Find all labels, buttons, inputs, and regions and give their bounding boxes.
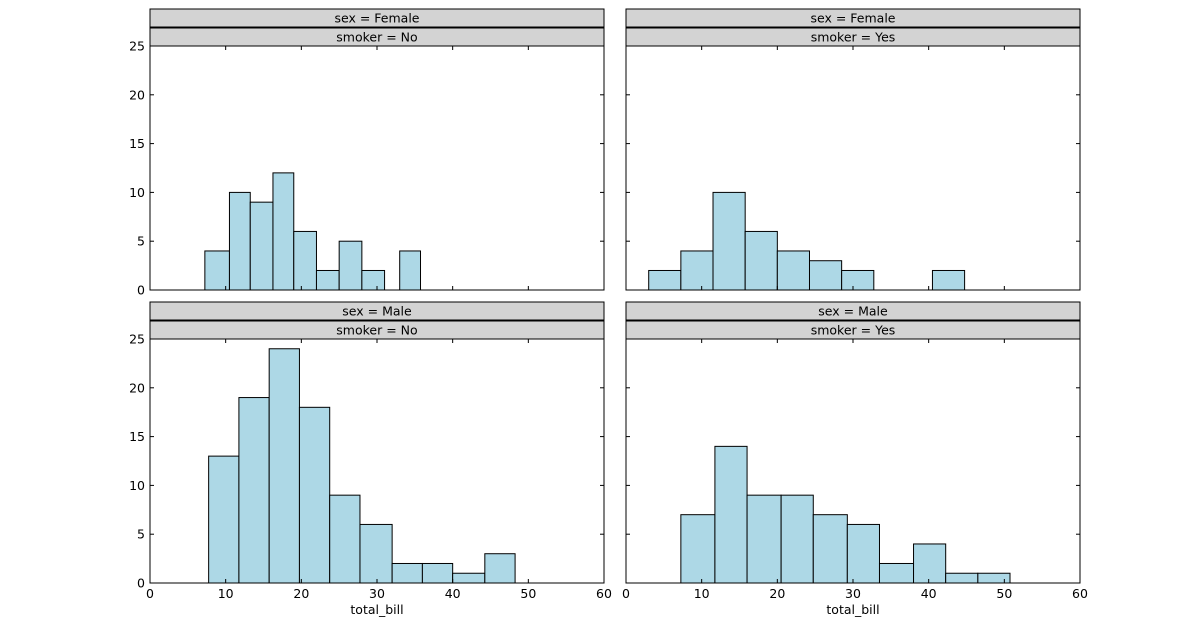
y-tick-label: 10 [129,185,145,200]
y-tick-label: 0 [137,576,145,591]
facet-header-label: sex = Male [342,304,412,319]
facet-panel-4: sex = Male smoker = Yes 0 10 20 30 40 50 60 total… [622,301,1088,617]
histogram-bar [648,269,682,291]
histogram-bar [359,523,393,584]
facet-header-label: sex = Male [818,304,888,319]
x-axis-label: total_bill [826,602,879,617]
facet-header-label: smoker = Yes [811,30,896,45]
histogram-bar [204,250,230,291]
facet-header-sex [149,301,605,321]
histogram-bar [228,191,251,291]
x-tick-label: 60 [596,586,612,601]
histogram-bar [293,230,317,291]
facet-header-label: sex = Female [811,11,896,26]
histogram-bar [878,562,915,584]
x-tick-label: 20 [293,586,309,601]
histogram-bar [238,397,270,584]
histogram-bar [776,250,810,291]
histogram-bar [841,269,875,291]
histogram-bar [812,514,848,584]
facet-header-label: sex = Female [335,11,420,26]
facet-panel-2: sex = Female smoker = Yes [625,8,1081,291]
y-tick-label: 15 [129,429,145,444]
facet-header-label: smoker = No [336,323,417,338]
histogram-bar [361,269,386,291]
histogram-bar [421,562,454,584]
x-tick-label: 0 [622,586,630,601]
histogram-bar [846,523,880,584]
histogram-bar [272,172,295,291]
facet-header-label: smoker = Yes [811,323,896,338]
histogram-bar [744,230,778,291]
x-axis-label: total_bill [350,602,403,617]
histogram-bar [338,240,363,291]
histogram-bar [931,269,966,291]
x-tick-label: 60 [1072,586,1088,601]
x-tick-label: 0 [146,586,154,601]
histogram-bar [399,250,422,291]
facet-header-sex [625,8,1081,28]
histogram-bar [484,553,516,584]
y-tick-label: 0 [137,283,145,298]
histogram-bar [329,494,361,584]
facet-header-sex [149,8,605,28]
histogram-bar [712,191,746,291]
y-tick-label: 15 [129,136,145,151]
y-tick-label: 5 [137,234,145,249]
x-tick-label: 10 [694,586,710,601]
histogram-bar [913,543,947,584]
facet-panel-1: sex = Female smoker = No 0 5 10 15 20 25 [129,8,605,298]
y-tick-label: 20 [129,380,145,395]
histogram-bar [977,572,1011,584]
histogram-bar [714,445,748,584]
x-tick-label: 40 [921,586,937,601]
x-tick-label: 20 [769,586,785,601]
histogram-bar [452,572,486,584]
facet-panel-3: sex = Male smoker = No 0 5 10 15 20 25 0 10 20 30 40… [129,301,612,617]
histogram-bar [780,494,814,584]
histogram-bar [268,348,300,584]
x-tick-label: 10 [218,586,234,601]
histogram-bar [249,201,274,291]
histogram-bar [208,455,240,584]
y-tick-label: 5 [137,527,145,542]
y-tick-label: 25 [129,332,145,347]
histogram-bar [680,250,714,291]
x-tick-label: 50 [996,586,1012,601]
histogram-bar [808,260,843,291]
facet-header-label: smoker = No [336,30,417,45]
histogram-bar [746,494,782,584]
histogram-bar [298,406,331,584]
histogram-bar [315,269,340,291]
histogram-bar [945,572,979,584]
x-tick-label: 30 [369,586,385,601]
x-tick-label: 30 [845,586,861,601]
facet-header-sex [625,301,1081,321]
x-tick-label: 50 [520,586,536,601]
y-tick-label: 10 [129,478,145,493]
histogram-bar [391,562,423,584]
y-tick-label: 25 [129,39,145,54]
x-tick-label: 40 [445,586,461,601]
histogram-bar [680,514,716,584]
y-tick-label: 20 [129,87,145,102]
